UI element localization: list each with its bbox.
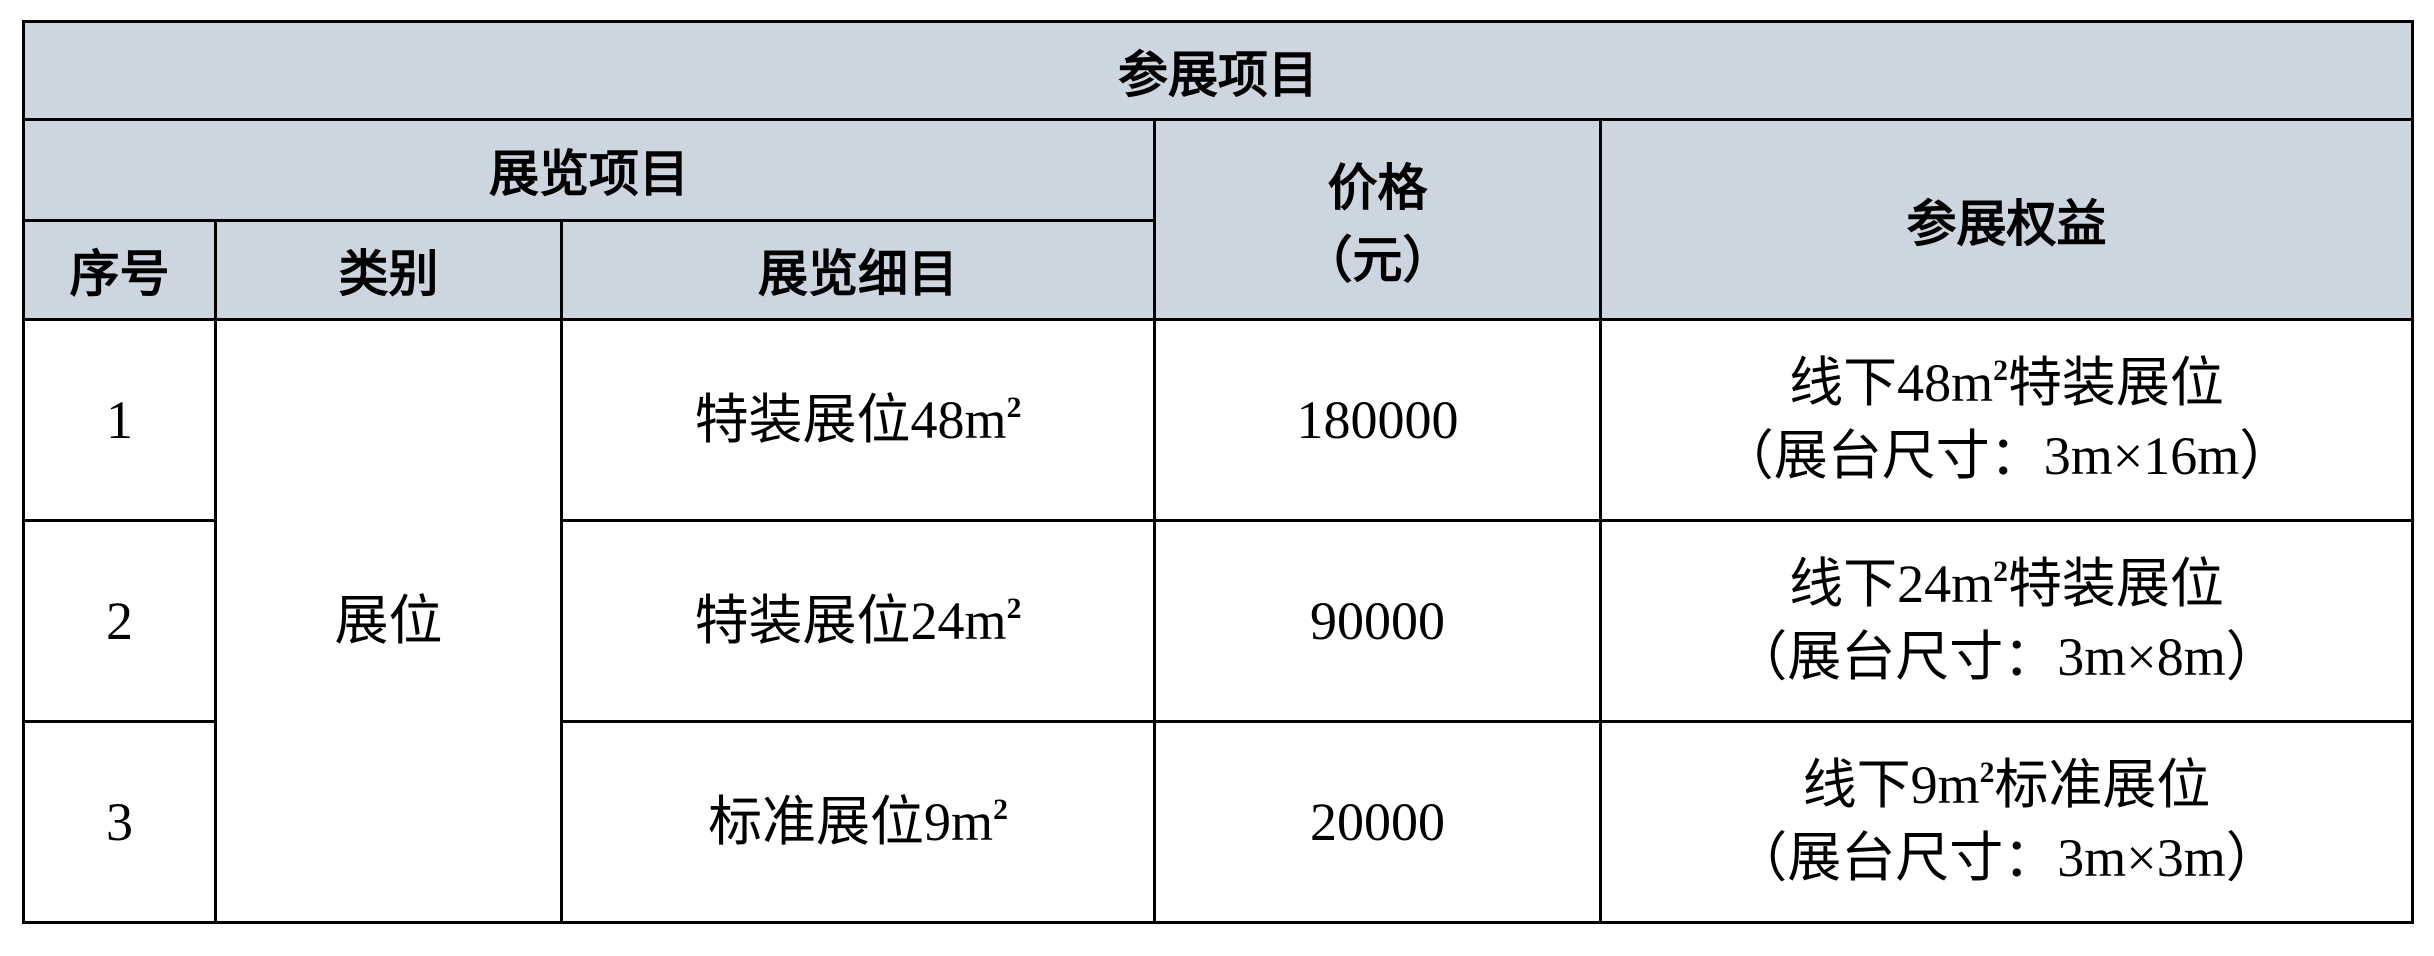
index-cell: 1 — [22, 318, 217, 522]
table-row: 3 标准展位9m2 20000 线下9m2标准展位 （展台尺寸：3m×3m） — [22, 720, 2415, 924]
benefit-sup: 2 — [1993, 355, 2008, 388]
group-header: 展览项目 — [22, 118, 1156, 222]
detail-text: 特装展位48m — [694, 389, 1007, 450]
title-row: 参展项目 — [21, 20, 2415, 121]
price-cell: 20000 — [1153, 720, 1602, 924]
benefit-cell: 线下48m2特装展位 （展台尺寸：3m×16m） — [1598, 318, 2415, 522]
table-row: 1 展位 特装展位48m2 180000 线下48m2特装展位 （展台尺寸：3m… — [22, 318, 2415, 924]
detail-cell: 标准展位9m2 — [560, 720, 1156, 924]
detail-cell: 特装展位24m2 — [560, 519, 1156, 723]
detail-cell: 特装展位48m2 — [560, 318, 1156, 522]
benefit-cell: 线下24m2特装展位 （展台尺寸：3m×8m） — [1598, 519, 2415, 723]
table-row: 2 特装展位24m2 90000 线下24m2特装展位 （展台尺寸：3m×8m） — [22, 519, 2415, 723]
price-header: 价格 （元） — [1153, 118, 1602, 321]
price-cell: 90000 — [1153, 519, 1602, 723]
benefit-line1: 线下9m — [1802, 755, 1980, 816]
group-header-row: 展览项目 价格 （元） 参展权益 — [22, 118, 2415, 321]
table-title: 参展项目 — [21, 20, 2415, 121]
price-header-label: 价格 — [1327, 159, 1428, 216]
benefit-line2: （展台尺寸：3m×16m） — [1719, 426, 2294, 486]
detail-text: 特装展位24m — [694, 590, 1007, 651]
benefit-sup: 2 — [1979, 757, 1995, 790]
index-cell: 2 — [22, 519, 217, 723]
benefit-line1: 线下48m — [1789, 353, 1994, 414]
benefit-line2: （展台尺寸：3m×8m） — [1733, 627, 2280, 687]
index-header: 序号 — [22, 219, 217, 321]
category-header: 类别 — [214, 219, 563, 321]
benefit-sup: 2 — [1993, 556, 2008, 589]
benefit-cell: 线下9m2标准展位 （展台尺寸：3m×3m） — [1598, 720, 2415, 924]
detail-sup: 2 — [1006, 592, 1022, 625]
detail-sup: 2 — [1006, 391, 1022, 424]
benefit-line2: （展台尺寸：3m×3m） — [1733, 828, 2280, 888]
exhibition-pricing-table: 参展项目 展览项目 价格 （元） 参展权益 序号 类别 展览细目 1 展位 特装… — [21, 20, 2415, 924]
category-cell: 展位 — [214, 318, 563, 924]
benefit-line1: 线下24m — [1789, 554, 1994, 615]
detail-text: 标准展位9m — [708, 791, 994, 852]
index-cell: 3 — [22, 720, 217, 924]
column-header-row: 序号 类别 展览细目 — [22, 219, 2413, 321]
benefit-line1-post: 特装展位 — [2007, 353, 2224, 414]
price-cell: 180000 — [1153, 318, 1602, 522]
benefits-header: 参展权益 — [1598, 118, 2415, 321]
benefit-line1-post: 标准展位 — [1994, 755, 2211, 816]
detail-sup: 2 — [993, 793, 1008, 826]
benefit-line1-post: 特装展位 — [2007, 554, 2224, 615]
price-header-unit: （元） — [1302, 231, 1453, 288]
detail-header: 展览细目 — [560, 219, 1156, 321]
